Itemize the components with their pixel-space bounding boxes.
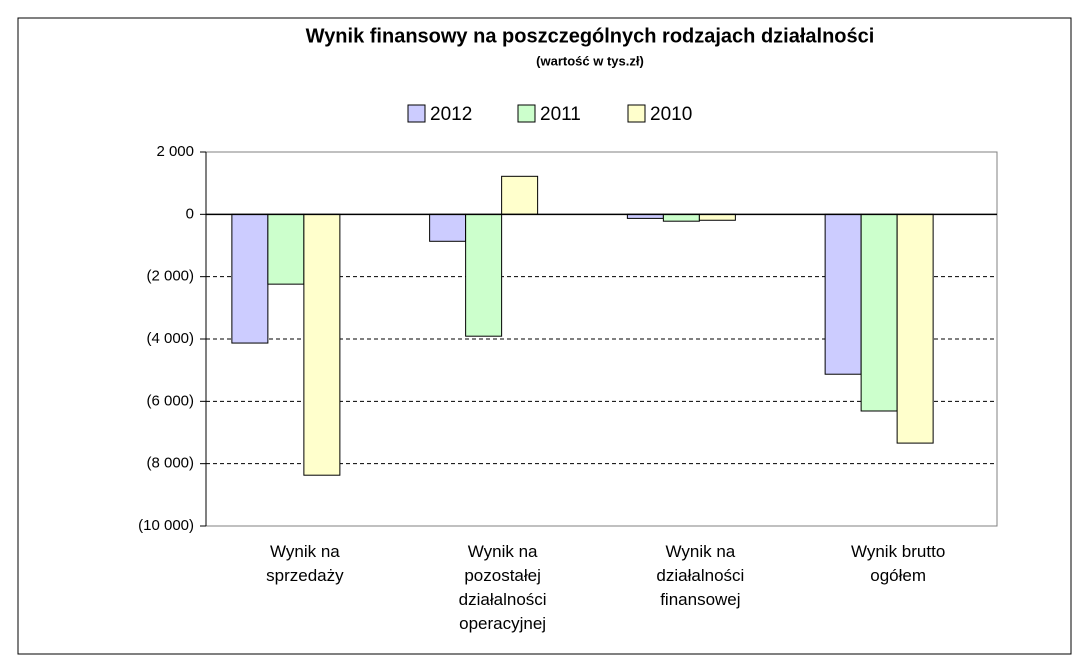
legend-swatch: [517, 104, 536, 123]
bar: [698, 213, 736, 221]
bar: [662, 213, 700, 222]
legend-label: 2012: [430, 104, 472, 125]
x-tick-label: Wynik brutto ogółem: [850, 542, 946, 585]
bar: [824, 213, 862, 375]
legend-swatch: [407, 104, 426, 123]
bar: [860, 213, 898, 412]
y-tick-label: (4 000): [146, 330, 194, 347]
y-tick-label: (10 000): [138, 517, 194, 534]
legend-label: 2010: [650, 104, 692, 125]
y-tick-label: 0: [186, 205, 194, 222]
x-tick-label: Wynik na sprzedaży: [266, 542, 344, 585]
y-tick-label: 2 000: [156, 143, 194, 160]
bar: [896, 213, 934, 444]
x-tick-label: Wynik na pozostałej działalności operacy…: [458, 542, 547, 633]
bar: [465, 213, 503, 337]
bar: [501, 175, 539, 215]
y-tick-label: (8 000): [146, 455, 194, 472]
bar: [429, 213, 467, 242]
bar: [267, 213, 305, 285]
x-tick-label: Wynik na działalności finansowej: [656, 542, 745, 609]
legend-label: 2011: [540, 104, 581, 125]
legend-swatch: [627, 104, 646, 123]
chart-subtitle: (wartość w tys.zł): [536, 53, 644, 68]
bar: [231, 213, 269, 344]
y-tick-label: (6 000): [146, 392, 194, 409]
chart-title: Wynik finansowy na poszczególnych rodzaj…: [306, 25, 875, 47]
bar: [303, 213, 341, 476]
y-tick-label: (2 000): [146, 268, 194, 285]
